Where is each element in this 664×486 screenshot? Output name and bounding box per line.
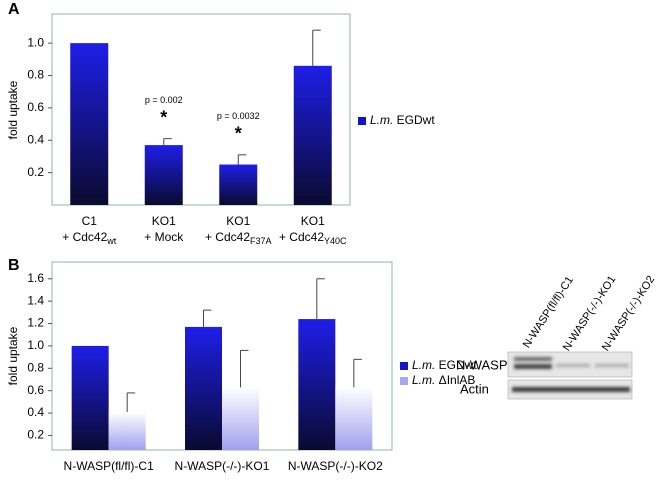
bar [293,65,332,206]
p-value: p = 0.002 [145,95,183,105]
y-tick-label: 0.6 [27,383,44,397]
x-tick-text: C1 [82,214,98,228]
legend-swatch [400,377,408,385]
bar [71,345,109,450]
y-axis-label: fold uptake [6,80,20,139]
bar [298,319,336,450]
x-tick-text: + Cdc42 [279,230,324,244]
significance-star: * [160,107,167,127]
y-tick-label: 1.4 [27,293,44,307]
bar [219,164,258,205]
x-tick-text: + Mock [144,230,184,244]
y-tick-label: 1.6 [27,271,44,285]
x-tick-label: + Cdc42wt [62,230,117,246]
panel-label: B [8,257,20,274]
p-value: p = 0.0032 [217,111,260,121]
x-tick-label: N-WASP(-/-)-KO2 [288,459,383,473]
x-tick-label: + Cdc42Y40C [279,230,347,246]
y-tick-label: 1.0 [27,338,44,352]
bar [222,387,259,450]
legend-label: L.m. EGDwt [370,113,435,127]
y-tick-label: 1.0 [27,35,44,49]
x-tick-label: N-WASP(-/-)-KO1 [175,459,270,473]
y-tick-label: 0.8 [27,68,44,82]
panel-label: A [8,1,20,18]
bar [144,145,183,205]
x-tick-text: KO1 [301,214,325,228]
row-label: N-WASP [456,357,508,372]
y-tick-label: 0.2 [27,165,44,179]
bar [335,387,373,450]
x-tick-text: KO1 [152,214,176,228]
legend-label: L.m. ΔInlAB [412,373,475,387]
y-axis-label: fold uptake [6,326,20,385]
plot-frame [51,13,351,206]
blot-bands [512,357,630,392]
x-tick-text: KO1 [226,214,250,228]
x-tick-label: KO1 [152,214,176,228]
x-tick-label: N-WASP(fl/fl)-C1 [64,459,155,473]
western-blot: N-WASP(fl/fl)-C1 N-WASP(-/-)-KO1 N-WASP(… [456,274,657,400]
y-tick-label: 1.2 [27,316,44,330]
legend-swatch [400,362,408,370]
y-tick-label: 0.4 [27,405,44,419]
bar [108,411,146,450]
x-tick-label: KO1 [301,214,325,228]
x-tick-label: C1 [82,214,98,228]
x-tick-label: + Cdc42F37A [205,230,272,246]
significance-star: * [235,124,242,144]
x-tick-text: + Cdc42 [62,230,107,244]
legend-label: L.m. EGDwt [412,358,477,372]
y-tick-label: 0.8 [27,360,44,374]
x-tick-text: + Cdc42 [205,230,250,244]
x-tick-subscript: wt [106,236,116,246]
y-tick-label: 0.6 [27,100,44,114]
x-tick-subscript: Y40C [324,236,347,246]
x-tick-label: + Mock [144,230,184,244]
legend-swatch [358,117,366,125]
bar [70,43,109,206]
x-tick-label: KO1 [226,214,250,228]
bar [185,326,222,450]
y-tick-label: 0.4 [27,132,44,146]
x-tick-subscript: F37A [250,236,272,246]
row-label: Actin [460,381,489,396]
y-tick-label: 0.2 [27,428,44,442]
